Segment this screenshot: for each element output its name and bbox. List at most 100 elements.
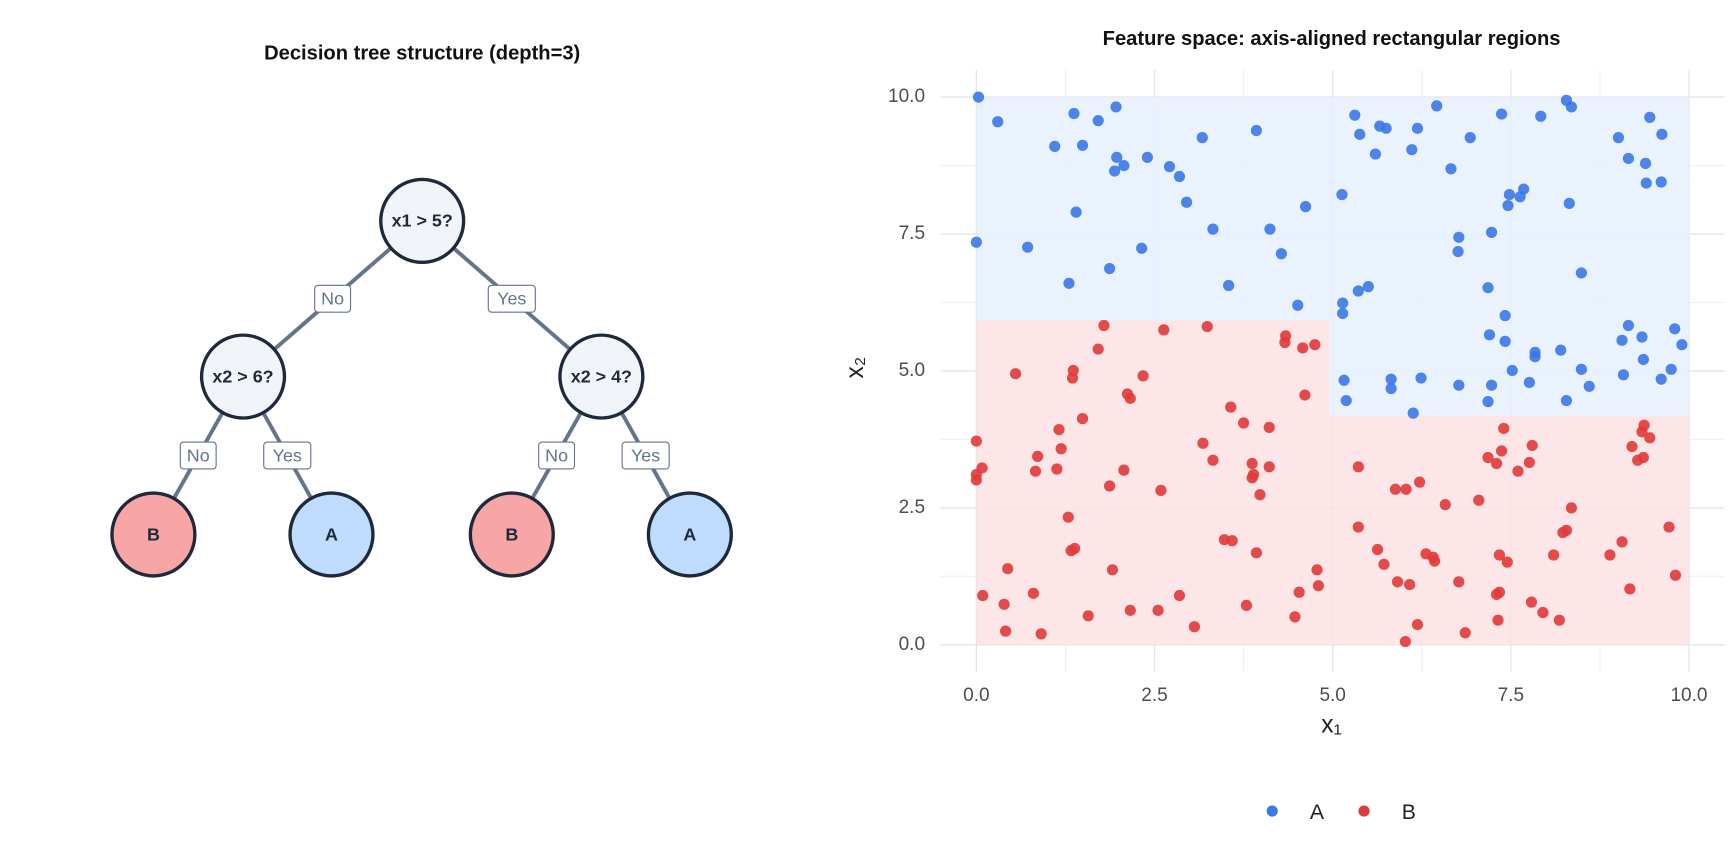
- point: [1501, 556, 1513, 568]
- point: [1414, 476, 1426, 488]
- point: [1337, 297, 1349, 309]
- point: [1246, 457, 1258, 470]
- edge-label: No: [545, 445, 568, 465]
- point: [1529, 351, 1541, 363]
- legend-label: A: [1310, 800, 1325, 824]
- point: [1027, 587, 1039, 599]
- point: [1506, 364, 1518, 377]
- point: [1163, 161, 1176, 173]
- point: [1312, 580, 1325, 592]
- point: [1565, 101, 1578, 113]
- point: [1406, 144, 1418, 156]
- point: [1299, 389, 1311, 401]
- point: [1548, 549, 1560, 561]
- point: [1616, 334, 1628, 346]
- point: [1495, 445, 1508, 457]
- point: [1622, 152, 1635, 165]
- point: [1352, 285, 1364, 297]
- point: [1523, 376, 1535, 389]
- point: [1118, 464, 1130, 476]
- point: [1495, 108, 1508, 120]
- point: [1173, 170, 1186, 183]
- region: [1329, 97, 1690, 416]
- point: [1201, 320, 1213, 333]
- point: [1612, 132, 1625, 144]
- point: [1110, 101, 1122, 113]
- point: [1009, 368, 1022, 380]
- point: [1486, 226, 1498, 238]
- x-tick-label: 0.0: [963, 685, 989, 706]
- point: [1118, 159, 1130, 172]
- edge-label-box: [263, 441, 312, 470]
- point: [1106, 564, 1119, 576]
- point: [1644, 111, 1656, 123]
- tree-node: [558, 333, 645, 420]
- edge-label-box: [487, 284, 536, 313]
- point: [1104, 480, 1116, 492]
- point: [1354, 128, 1366, 140]
- x-axis-title: x₁: [1321, 711, 1342, 738]
- point: [1445, 163, 1457, 175]
- point: [970, 435, 982, 447]
- point: [1362, 281, 1374, 293]
- point: [1250, 547, 1263, 559]
- point: [1622, 319, 1635, 332]
- point: [1617, 369, 1630, 381]
- point: [1431, 100, 1443, 112]
- tree-node: [288, 491, 375, 578]
- point: [1663, 521, 1675, 533]
- point: [1616, 536, 1628, 548]
- tree-node: [468, 491, 555, 578]
- chart-title: Feature space: axis-aligned rectangular …: [1103, 28, 1561, 50]
- point: [1523, 456, 1535, 469]
- y-tick-label: 10.0: [888, 86, 925, 107]
- point: [1439, 499, 1451, 511]
- point: [1369, 148, 1382, 160]
- legend-label: B: [1402, 800, 1416, 824]
- y-tick-label: 5.0: [899, 360, 925, 381]
- point: [1499, 310, 1511, 322]
- point: [1380, 122, 1392, 134]
- point: [1638, 419, 1650, 431]
- point: [1076, 413, 1089, 425]
- point: [1604, 549, 1616, 561]
- point: [1482, 451, 1494, 464]
- point: [1111, 151, 1123, 163]
- point: [1196, 132, 1208, 144]
- point: [1207, 454, 1219, 466]
- point: [1378, 558, 1390, 570]
- point: [1066, 372, 1079, 384]
- point: [1275, 248, 1287, 260]
- y-axis-title: x₂: [842, 357, 869, 379]
- point: [1492, 614, 1504, 626]
- legend-marker: [1266, 805, 1278, 817]
- point: [1311, 564, 1323, 576]
- point: [1180, 196, 1193, 208]
- point: [1109, 165, 1121, 177]
- point: [992, 116, 1004, 128]
- point: [1349, 109, 1361, 121]
- point: [1352, 521, 1364, 533]
- point: [1250, 124, 1263, 137]
- point: [1254, 489, 1266, 501]
- point: [1263, 421, 1275, 433]
- point: [1141, 151, 1153, 163]
- point: [1399, 635, 1411, 648]
- point: [1565, 502, 1578, 514]
- point: [1104, 262, 1116, 275]
- point: [1336, 188, 1348, 201]
- point: [1655, 176, 1667, 188]
- point: [1404, 578, 1416, 591]
- point: [1263, 461, 1275, 473]
- edge-label: Yes: [273, 445, 302, 465]
- point: [1525, 596, 1538, 608]
- point: [1389, 483, 1401, 495]
- point: [1665, 363, 1677, 375]
- point: [1459, 627, 1471, 639]
- point: [1400, 483, 1412, 495]
- point: [1464, 132, 1476, 144]
- point: [998, 598, 1010, 610]
- point: [1264, 223, 1276, 235]
- point: [1639, 157, 1652, 169]
